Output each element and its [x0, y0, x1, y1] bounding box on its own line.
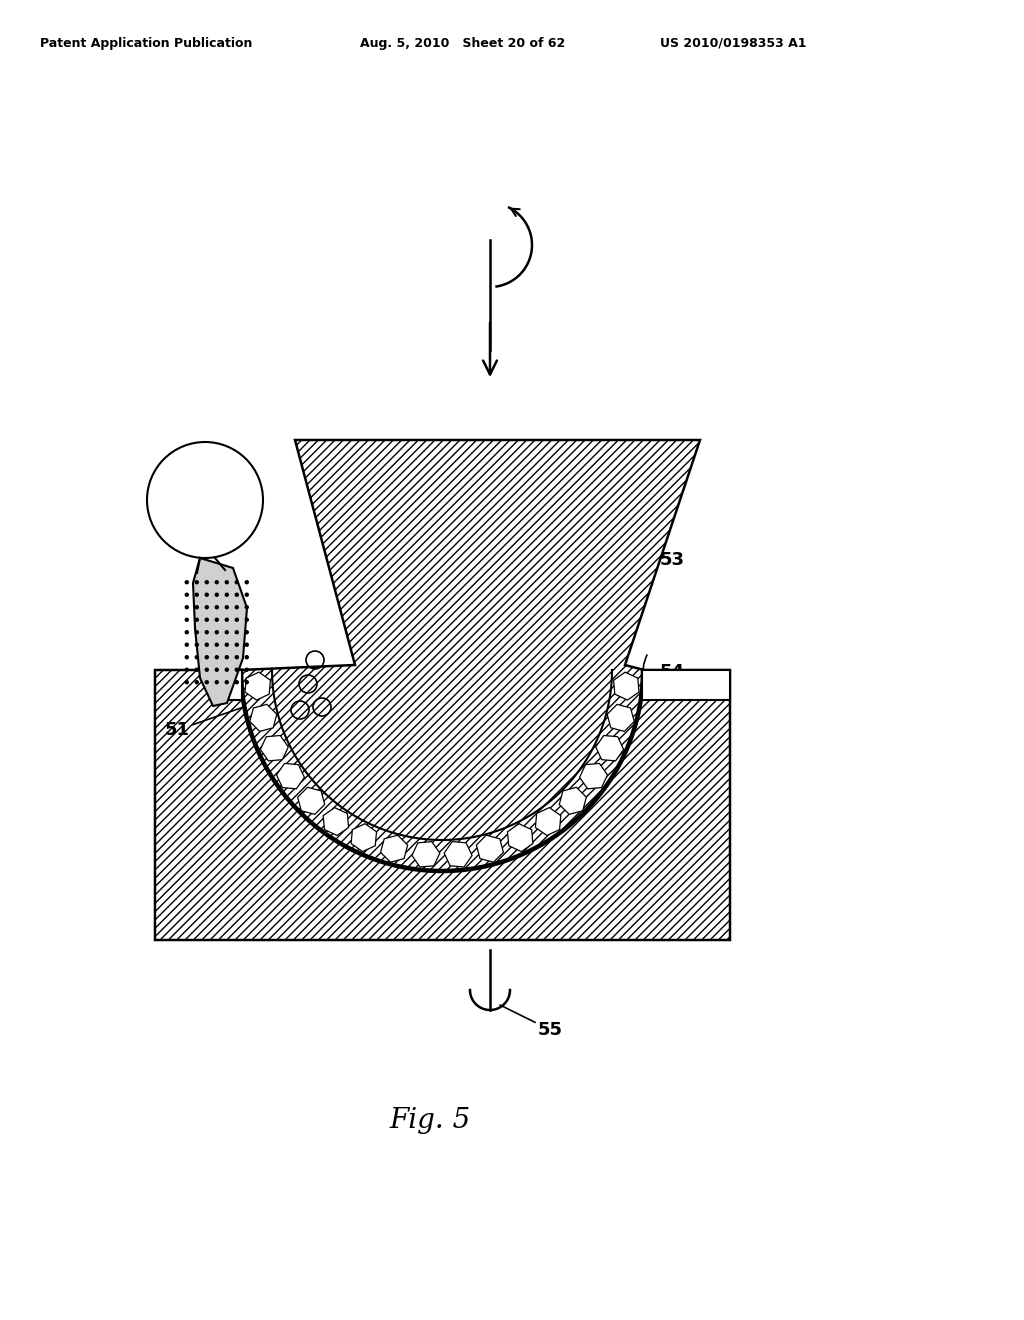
- Text: 53: 53: [625, 540, 685, 569]
- Circle shape: [225, 681, 228, 684]
- Circle shape: [205, 581, 208, 583]
- Circle shape: [225, 656, 228, 659]
- Polygon shape: [193, 558, 247, 706]
- Text: 52: 52: [638, 655, 663, 701]
- Circle shape: [236, 668, 239, 672]
- Polygon shape: [220, 671, 242, 700]
- Polygon shape: [536, 808, 561, 836]
- Circle shape: [196, 606, 199, 609]
- Text: 54: 54: [657, 663, 685, 685]
- Circle shape: [236, 643, 239, 647]
- Circle shape: [236, 606, 239, 609]
- Polygon shape: [642, 671, 730, 700]
- Circle shape: [246, 681, 248, 684]
- Circle shape: [196, 631, 199, 634]
- Circle shape: [196, 618, 199, 622]
- Circle shape: [215, 593, 218, 597]
- Circle shape: [205, 643, 208, 647]
- Circle shape: [205, 631, 208, 634]
- Circle shape: [246, 656, 248, 659]
- Polygon shape: [613, 672, 639, 700]
- Text: US 2010/0198353 A1: US 2010/0198353 A1: [660, 37, 807, 50]
- Circle shape: [205, 593, 208, 597]
- Circle shape: [185, 618, 188, 622]
- Circle shape: [246, 581, 248, 583]
- Polygon shape: [444, 842, 472, 867]
- Circle shape: [185, 668, 188, 672]
- Text: Aug. 5, 2010   Sheet 20 of 62: Aug. 5, 2010 Sheet 20 of 62: [360, 37, 565, 50]
- Polygon shape: [260, 735, 289, 760]
- Polygon shape: [250, 705, 276, 731]
- Circle shape: [246, 643, 248, 647]
- Circle shape: [185, 581, 188, 583]
- Circle shape: [215, 643, 218, 647]
- Circle shape: [246, 618, 248, 622]
- Circle shape: [236, 618, 239, 622]
- Circle shape: [236, 581, 239, 583]
- Circle shape: [205, 606, 208, 609]
- Circle shape: [215, 606, 218, 609]
- Polygon shape: [596, 735, 624, 760]
- Polygon shape: [276, 763, 304, 789]
- Circle shape: [225, 581, 228, 583]
- Polygon shape: [242, 671, 642, 870]
- Circle shape: [185, 606, 188, 609]
- Polygon shape: [351, 824, 377, 851]
- Circle shape: [225, 618, 228, 622]
- Circle shape: [246, 668, 248, 672]
- Circle shape: [205, 681, 208, 684]
- Circle shape: [215, 668, 218, 672]
- Polygon shape: [607, 705, 634, 731]
- Text: 51: 51: [165, 684, 310, 739]
- Circle shape: [236, 681, 239, 684]
- Text: Fig. 5: Fig. 5: [389, 1106, 471, 1134]
- Circle shape: [225, 593, 228, 597]
- Circle shape: [196, 668, 199, 672]
- Circle shape: [205, 656, 208, 659]
- Circle shape: [215, 681, 218, 684]
- Circle shape: [185, 643, 188, 647]
- Circle shape: [215, 656, 218, 659]
- Circle shape: [205, 618, 208, 622]
- Circle shape: [225, 631, 228, 634]
- Circle shape: [225, 606, 228, 609]
- Polygon shape: [476, 836, 504, 862]
- Circle shape: [196, 593, 199, 597]
- Circle shape: [215, 618, 218, 622]
- Text: 55: 55: [500, 1005, 563, 1039]
- Circle shape: [185, 656, 188, 659]
- Polygon shape: [412, 842, 440, 867]
- Circle shape: [185, 631, 188, 634]
- Polygon shape: [245, 672, 270, 700]
- Text: Patent Application Publication: Patent Application Publication: [40, 37, 252, 50]
- Polygon shape: [381, 836, 408, 862]
- Circle shape: [246, 593, 248, 597]
- Polygon shape: [580, 763, 607, 789]
- Polygon shape: [508, 824, 532, 851]
- Circle shape: [196, 581, 199, 583]
- Circle shape: [225, 668, 228, 672]
- Polygon shape: [155, 671, 730, 940]
- Polygon shape: [324, 808, 348, 836]
- Circle shape: [215, 581, 218, 583]
- Circle shape: [225, 643, 228, 647]
- Circle shape: [236, 656, 239, 659]
- Circle shape: [185, 593, 188, 597]
- Circle shape: [185, 681, 188, 684]
- Circle shape: [196, 656, 199, 659]
- Polygon shape: [240, 440, 700, 873]
- Circle shape: [236, 593, 239, 597]
- Polygon shape: [559, 787, 587, 814]
- Circle shape: [196, 681, 199, 684]
- Circle shape: [246, 606, 248, 609]
- Circle shape: [236, 631, 239, 634]
- Circle shape: [205, 668, 208, 672]
- Circle shape: [215, 631, 218, 634]
- Polygon shape: [298, 787, 325, 814]
- Circle shape: [246, 631, 248, 634]
- Circle shape: [196, 643, 199, 647]
